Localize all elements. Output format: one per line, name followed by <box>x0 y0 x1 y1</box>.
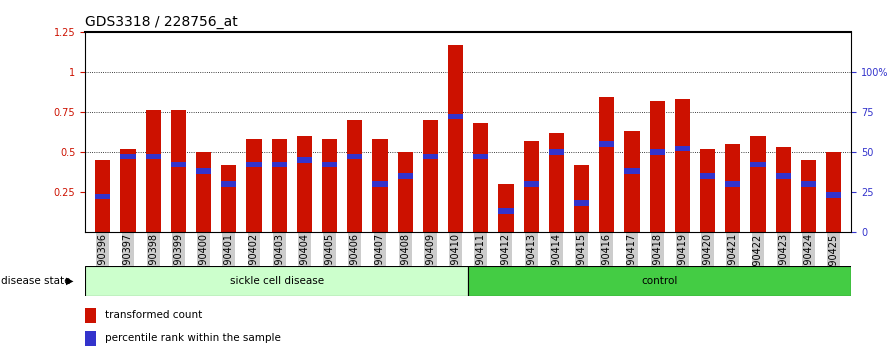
Text: transformed count: transformed count <box>106 310 202 320</box>
Bar <box>297 157 312 163</box>
Bar <box>548 133 564 232</box>
Text: percentile rank within the sample: percentile rank within the sample <box>106 333 281 343</box>
Bar <box>725 144 740 232</box>
Bar <box>523 181 538 187</box>
Text: sickle cell disease: sickle cell disease <box>229 275 323 286</box>
Bar <box>95 194 110 199</box>
Bar <box>398 173 413 179</box>
Bar <box>675 146 690 152</box>
Bar <box>85 308 96 323</box>
Bar <box>574 165 590 232</box>
Bar <box>145 154 160 159</box>
Bar <box>826 152 841 232</box>
Bar <box>776 147 790 232</box>
Bar <box>85 266 468 296</box>
Bar <box>650 101 665 232</box>
Bar <box>322 139 337 232</box>
Bar <box>776 173 790 179</box>
Bar <box>473 123 488 232</box>
Bar <box>120 154 135 159</box>
Bar <box>675 99 690 232</box>
Bar <box>398 152 413 232</box>
Bar <box>750 136 765 232</box>
Bar <box>85 331 96 346</box>
Bar <box>95 160 110 232</box>
Bar <box>423 154 438 159</box>
Bar <box>725 181 740 187</box>
Bar <box>221 181 237 187</box>
Bar <box>801 181 816 187</box>
Bar <box>448 45 463 232</box>
Bar <box>826 192 841 198</box>
Bar <box>221 165 237 232</box>
Bar <box>625 131 640 232</box>
Bar <box>574 200 590 206</box>
Bar <box>700 149 715 232</box>
Bar <box>498 184 513 232</box>
Bar <box>246 162 262 167</box>
Text: control: control <box>642 275 678 286</box>
Bar <box>750 162 765 167</box>
Bar <box>548 149 564 155</box>
Bar <box>347 154 362 159</box>
Text: GDS3318 / 228756_at: GDS3318 / 228756_at <box>85 16 237 29</box>
Bar <box>473 154 488 159</box>
Bar <box>523 141 538 232</box>
Bar <box>271 162 287 167</box>
Bar <box>196 152 211 232</box>
Bar <box>145 110 160 232</box>
Bar <box>448 114 463 119</box>
Bar <box>373 139 387 232</box>
Bar <box>599 97 615 232</box>
Bar <box>347 120 362 232</box>
Bar <box>322 162 337 167</box>
Bar <box>498 208 513 214</box>
Bar <box>120 149 135 232</box>
Bar <box>625 168 640 174</box>
Bar <box>171 110 186 232</box>
Text: ▶: ▶ <box>66 275 73 286</box>
Bar <box>271 139 287 232</box>
Bar <box>171 162 186 167</box>
Bar <box>423 120 438 232</box>
Bar <box>196 168 211 174</box>
Bar <box>373 181 387 187</box>
Bar <box>700 173 715 179</box>
Bar <box>650 149 665 155</box>
Bar <box>246 139 262 232</box>
Bar <box>297 136 312 232</box>
Bar <box>801 160 816 232</box>
Bar <box>468 266 851 296</box>
Text: disease state: disease state <box>1 275 71 286</box>
Bar <box>599 141 615 147</box>
